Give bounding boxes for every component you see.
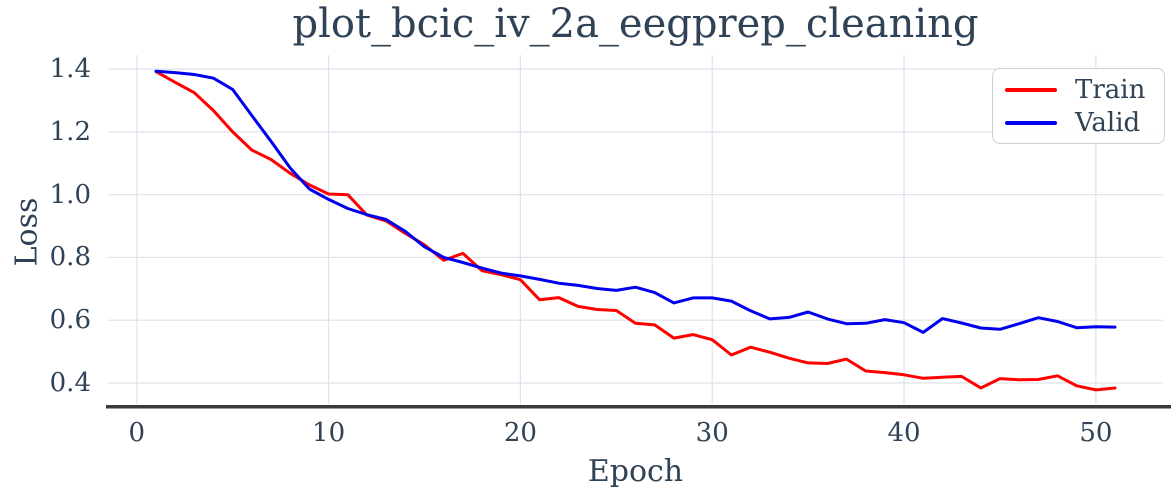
- x-tick-label-30: 30: [695, 418, 729, 448]
- series-line-valid: [154, 69, 1117, 334]
- legend-label-train: Train: [1075, 74, 1146, 105]
- x-tick-label-10: 10: [312, 418, 346, 448]
- x-axis-label: Epoch: [587, 454, 684, 489]
- y-tick-label-1: 1.0: [49, 179, 91, 210]
- y-tick-label-0.6: 0.6: [49, 305, 91, 336]
- legend-line-train: [1005, 87, 1057, 92]
- chart-title: plot_bcic_iv_2a_eegprep_cleaning: [292, 1, 979, 47]
- x-tick-label-40: 40: [887, 418, 921, 448]
- y-tick-label-0.8: 0.8: [49, 242, 91, 273]
- x-axis-spine: [106, 405, 1171, 409]
- series-line-train: [154, 70, 1117, 392]
- x-tick-label-50: 50: [1079, 418, 1113, 448]
- legend-entry-valid: Valid: [1005, 109, 1164, 137]
- x-tick-label-0: 0: [128, 418, 146, 448]
- y-tick-label-1.2: 1.2: [49, 116, 91, 147]
- x-tick-label-20: 20: [503, 418, 537, 448]
- y-tick-label-1.4: 1.4: [49, 54, 91, 85]
- y-tick-label-0.4: 0.4: [49, 367, 91, 398]
- legend: Train Valid: [992, 68, 1165, 144]
- legend-entry-train: Train: [1005, 76, 1164, 104]
- legend-line-valid: [1005, 120, 1057, 125]
- legend-label-valid: Valid: [1075, 107, 1141, 138]
